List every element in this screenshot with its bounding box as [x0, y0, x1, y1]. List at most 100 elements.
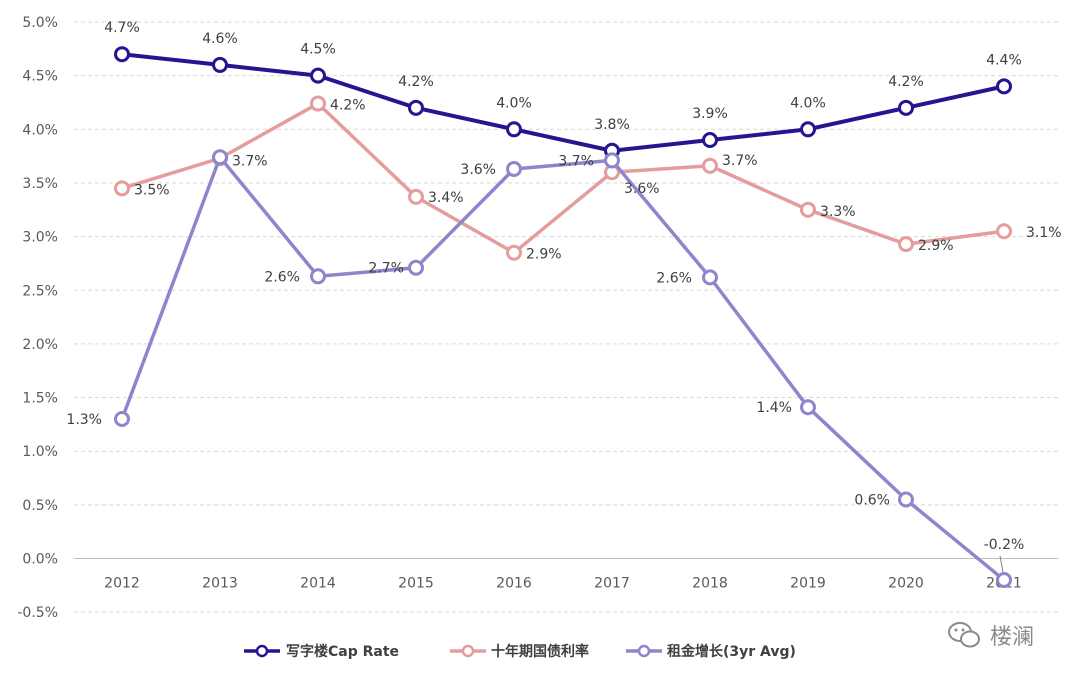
data-point — [702, 269, 718, 286]
data-point — [310, 67, 326, 84]
data-point — [604, 152, 620, 169]
data-label: 4.6% — [202, 31, 238, 47]
data-point — [898, 236, 914, 253]
data-label: -0.2% — [984, 537, 1025, 553]
data-label: 2.6% — [264, 269, 300, 285]
series-line — [120, 101, 1006, 255]
data-point — [114, 46, 130, 63]
series-line — [120, 52, 1006, 153]
data-label: 2.9% — [918, 238, 954, 254]
data-point — [310, 95, 326, 112]
data-label: 3.7% — [558, 153, 594, 169]
series-1 — [114, 46, 1012, 159]
legend-label: 写字楼Cap Rate — [286, 643, 399, 660]
data-point — [800, 121, 816, 138]
x-axis: 2012201320142015201620172018201920202021 — [104, 576, 1022, 592]
data-point — [800, 399, 816, 416]
data-label: 4.2% — [330, 98, 366, 114]
data-point — [506, 161, 522, 178]
data-point — [898, 491, 914, 508]
y-tick-label: 1.5% — [22, 391, 58, 407]
data-point — [506, 121, 522, 138]
x-tick-label: 2020 — [888, 576, 924, 592]
series-2 — [114, 95, 1012, 261]
data-point — [702, 132, 718, 149]
data-label: 1.3% — [66, 412, 102, 428]
legend-item-2: 十年期国债利率 — [450, 643, 589, 660]
y-tick-label: 3.0% — [22, 230, 58, 246]
data-labels: 4.7% 4.6% 4.5% 4.2% 4.0% 3.8% 3.9% 4.0% 4.2% 4.4%… — [66, 20, 1062, 573]
data-label: 3.6% — [624, 181, 660, 197]
y-tick-label: 1.0% — [22, 444, 58, 460]
data-label: 0.6% — [854, 492, 890, 508]
legend-marker — [461, 644, 475, 658]
y-tick-label: 0.5% — [22, 498, 58, 514]
data-label: 2.7% — [368, 261, 404, 277]
data-point — [996, 78, 1012, 95]
data-label: 3.9% — [692, 106, 728, 122]
x-tick-label: 2013 — [202, 576, 238, 592]
legend-marker — [255, 644, 269, 658]
data-label: 3.8% — [594, 117, 630, 133]
data-label: 4.4% — [986, 52, 1022, 68]
series-group — [114, 46, 1012, 588]
data-label: 3.7% — [722, 153, 758, 169]
watermark: 楼澜 — [948, 622, 1034, 650]
data-label: 4.5% — [300, 42, 336, 58]
legend: 写字楼Cap Rate 十年期国债利率 租金增长(3yr Avg) — [244, 643, 796, 660]
y-tick-label: 2.5% — [22, 283, 58, 299]
data-point — [212, 149, 228, 166]
data-label: 1.4% — [756, 400, 792, 416]
y-tick-label: 5.0% — [22, 15, 58, 31]
y-tick-label: 0.0% — [22, 552, 58, 568]
series-line — [120, 155, 1006, 582]
data-label: 2.9% — [526, 247, 562, 263]
legend-item-1: 写字楼Cap Rate — [244, 643, 399, 660]
watermark-text: 楼澜 — [990, 625, 1034, 650]
y-axis: 5.0% 4.5% 4.0% 3.5% 3.0% 2.5% 2.0% 1.5% 1.0% 0.5%… — [17, 15, 58, 621]
data-point — [408, 99, 424, 116]
data-label: 3.7% — [232, 153, 268, 169]
y-tick-label: -0.5% — [17, 605, 58, 621]
data-label: 2.6% — [656, 270, 692, 286]
y-tick-label: 3.5% — [22, 176, 58, 192]
x-tick-label: 2019 — [790, 576, 826, 592]
data-point — [114, 411, 130, 428]
data-point — [114, 180, 130, 197]
series-3 — [114, 149, 1012, 588]
data-point — [702, 157, 718, 174]
x-tick-label: 2018 — [692, 576, 728, 592]
y-tick-label: 4.5% — [22, 69, 58, 85]
x-tick-label: 2014 — [300, 576, 336, 592]
data-label: 4.2% — [888, 74, 924, 90]
legend-label: 租金增长(3yr Avg) — [667, 643, 796, 660]
data-point — [996, 571, 1012, 588]
legend-item-3: 租金增长(3yr Avg) — [626, 643, 796, 660]
data-label: 3.3% — [820, 204, 856, 220]
data-label: 3.5% — [134, 182, 170, 198]
y-tick-label: 2.0% — [22, 337, 58, 353]
data-point — [800, 201, 816, 218]
legend-label: 十年期国债利率 — [491, 643, 589, 660]
data-label: 3.6% — [460, 162, 496, 178]
legend-marker — [637, 644, 651, 658]
data-point — [898, 99, 914, 116]
data-point — [310, 268, 326, 285]
label-leader — [999, 555, 1004, 573]
data-label: 4.0% — [496, 95, 532, 111]
data-point — [408, 188, 424, 205]
wechat-icon — [948, 622, 980, 648]
grid-lines — [74, 21, 1058, 613]
data-label: 3.4% — [428, 190, 464, 206]
data-label: 4.2% — [398, 74, 434, 90]
data-label: 4.7% — [104, 20, 140, 36]
y-tick-label: 4.0% — [22, 122, 58, 138]
x-tick-label: 2012 — [104, 576, 140, 592]
x-tick-label: 2016 — [496, 576, 532, 592]
x-tick-label: 2015 — [398, 576, 434, 592]
data-label: 4.0% — [790, 95, 826, 111]
data-point — [996, 223, 1012, 240]
data-point — [408, 259, 424, 276]
x-tick-label: 2017 — [594, 576, 630, 592]
